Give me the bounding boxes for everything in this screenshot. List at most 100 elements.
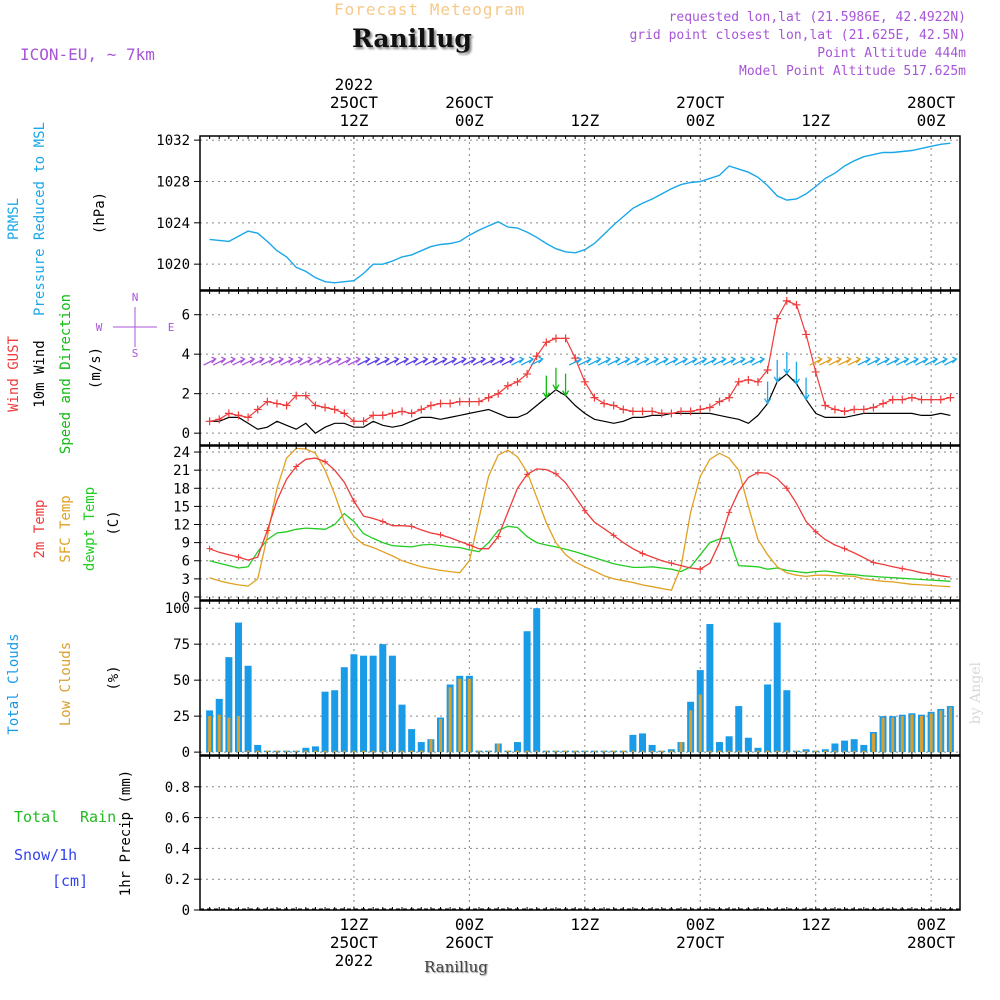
low-clouds-bar	[689, 710, 693, 753]
wind-direction-arrow	[328, 356, 342, 366]
low-clouds-bar	[515, 750, 519, 753]
wind-axis-label: Wind GUST	[6, 336, 22, 412]
wind-direction-arrow	[665, 356, 679, 366]
time-axis-bottom-label: 25OCT	[330, 933, 379, 952]
precip-unit-label: 1hr Precip (mm)	[118, 770, 134, 896]
clouds-ytick-label: 100	[165, 601, 190, 617]
wind-ytick-label: 6	[182, 308, 190, 324]
wind-direction-arrow	[838, 356, 852, 366]
low-clouds-bar	[823, 750, 827, 753]
temperature-ytick-label: 0	[182, 590, 190, 606]
total-clouds-bar	[379, 644, 387, 753]
low-clouds-bar	[506, 750, 510, 753]
time-axis-bottom-label: 00Z	[917, 915, 946, 934]
low-clouds-bar	[458, 678, 462, 753]
time-axis-bottom-label: 2022	[335, 951, 374, 970]
temp-2m-point	[841, 545, 848, 552]
total-clouds-bar	[764, 684, 772, 753]
wind-gust-point	[802, 330, 811, 339]
model-label: ICON-EU, ~ 7km	[20, 45, 155, 64]
wind-direction-arrow	[414, 356, 429, 366]
low-clouds-bar	[323, 750, 327, 753]
wind-gust-point	[330, 405, 339, 414]
low-clouds-bar	[669, 750, 673, 753]
low-clouds-bar	[313, 750, 317, 753]
time-axis-bottom-label: 26OCT	[445, 933, 494, 952]
wind-direction-arrow	[607, 356, 621, 366]
total-clouds-bar	[302, 747, 310, 753]
wind-gust-point	[282, 401, 291, 410]
temp-2m-point	[495, 533, 502, 540]
chart-subtitle: Forecast Meteogram	[334, 0, 526, 19]
wind-direction-arrow	[299, 356, 313, 366]
low-clouds-bar	[294, 750, 298, 753]
low-clouds-bar	[304, 750, 308, 753]
temperature-ytick-label: 18	[173, 481, 190, 497]
wind-direction-arrow	[472, 356, 487, 366]
wind-direction-arrow	[222, 356, 236, 366]
model-point-altitude: Model Point Altitude 517.625m	[739, 64, 966, 79]
clouds-axis-label: Total Clouds	[6, 633, 22, 734]
low-clouds-bar	[929, 713, 933, 753]
temperature-ytick-label: 12	[173, 518, 190, 534]
low-clouds-bar	[602, 750, 606, 753]
low-clouds-bar	[641, 750, 645, 753]
total-clouds-bar	[533, 608, 541, 753]
wind-ytick-label: 2	[182, 387, 190, 403]
clouds-panel-frame	[199, 600, 961, 756]
wind-gust-point	[744, 375, 753, 384]
wind-gust-point	[811, 367, 820, 376]
low-clouds-bar	[766, 750, 770, 753]
wind-direction-arrow	[703, 356, 717, 366]
low-clouds-bar	[256, 750, 260, 753]
wind-direction-arrow	[626, 356, 641, 366]
time-axis-top-label: 00Z	[455, 111, 484, 130]
wind-direction-arrow	[722, 356, 737, 366]
wind-gust-point	[907, 393, 916, 402]
clouds-ytick-label: 25	[173, 709, 190, 725]
low-clouds-bar	[362, 750, 366, 753]
time-axis-bottom-label: 00Z	[686, 915, 715, 934]
total-clouds-bar	[369, 655, 377, 753]
wind-gust-point	[436, 399, 445, 408]
low-clouds-bar	[920, 716, 924, 753]
low-clouds-bar	[746, 750, 750, 753]
wind-direction-arrow	[270, 356, 285, 366]
wind-gust-point	[638, 407, 647, 416]
temp-2m-line	[209, 457, 951, 578]
wind-direction-arrow	[674, 356, 689, 366]
wind-gust-point	[446, 399, 455, 408]
low-clouds-bar	[496, 743, 500, 753]
wind-gust-point	[532, 352, 541, 361]
wind-gust-point	[205, 417, 214, 426]
temp-2m-point	[264, 527, 271, 534]
total-clouds-bar	[513, 742, 521, 753]
wind-direction-arrow	[588, 356, 602, 366]
precip-snow-label: Snow/1h	[14, 846, 77, 864]
low-clouds-bar	[737, 750, 741, 753]
wind-gust-point	[821, 401, 830, 410]
precip-rain-label: Total	[14, 808, 59, 826]
wind-direction-arrow	[713, 356, 727, 366]
temp-2m-point	[235, 554, 242, 561]
low-clouds-bar	[439, 719, 443, 753]
time-axis-bottom-label: 28OCT	[907, 933, 956, 952]
wind-gust-point	[792, 300, 801, 309]
precip-snow-unit: [cm]	[52, 872, 88, 890]
low-clouds-bar	[467, 678, 471, 753]
wind-gust-point	[263, 397, 272, 406]
temperature-ytick-label: 24	[173, 445, 190, 461]
wind-gust-point	[705, 403, 714, 412]
wind-gust-point	[782, 296, 791, 305]
low-clouds-bar	[554, 750, 558, 753]
total-clouds-bar	[850, 739, 858, 753]
wind-gust-point	[311, 401, 320, 410]
total-clouds-bar	[331, 690, 339, 753]
low-clouds-bar	[525, 750, 529, 753]
low-clouds-bar	[333, 750, 337, 753]
total-clouds-bar	[831, 743, 839, 753]
temperature-ytick-label: 3	[182, 572, 190, 588]
temp-2m-point	[697, 566, 704, 573]
low-clouds-bar	[708, 750, 712, 753]
time-axis-top-label: 2022	[335, 75, 374, 94]
